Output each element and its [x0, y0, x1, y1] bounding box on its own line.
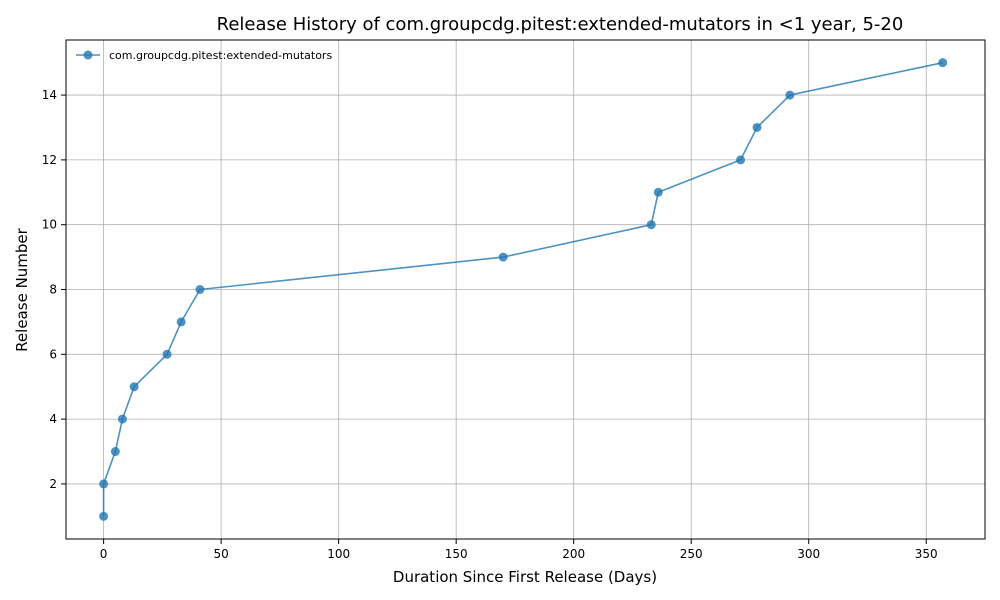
data-point: [498, 252, 508, 262]
x-axis: 0 50 100 150 200 250 300 350: [100, 539, 938, 561]
y-tick-label: 8: [49, 283, 57, 297]
x-axis-label: Duration Since First Release (Days): [393, 568, 657, 586]
data-point: [99, 479, 109, 489]
y-tick-label: 6: [49, 347, 57, 361]
series-layer: [99, 58, 948, 521]
x-tick-label: 0: [100, 547, 108, 561]
data-point: [752, 122, 762, 132]
y-axis-label: Release Number: [13, 227, 31, 351]
x-tick-label: 200: [562, 547, 585, 561]
grid: [66, 40, 985, 539]
x-tick-label: 100: [327, 547, 350, 561]
x-tick-label: 300: [797, 547, 820, 561]
y-axis: 2 4 6 8 10 12 14: [42, 88, 66, 491]
data-point: [646, 220, 656, 230]
y-tick-label: 14: [42, 88, 57, 102]
chart-title: Release History of com.groupcdg.pitest:e…: [217, 14, 904, 35]
y-tick-label: 12: [42, 153, 57, 167]
x-tick-label: 250: [680, 547, 703, 561]
legend-label: com.groupcdg.pitest:extended-mutators: [109, 49, 332, 62]
y-tick-label: 4: [49, 412, 57, 426]
legend-marker: [83, 50, 93, 60]
data-point: [785, 90, 795, 100]
data-point: [653, 187, 663, 197]
data-point: [195, 285, 205, 294]
legend: com.groupcdg.pitest:extended-mutators: [76, 49, 332, 62]
data-point: [938, 58, 948, 68]
data-point: [736, 155, 746, 165]
data-point: [117, 414, 127, 424]
data-point: [162, 349, 172, 359]
x-tick-label: 350: [915, 547, 938, 561]
data-point: [176, 317, 186, 327]
y-tick-label: 10: [42, 218, 57, 232]
data-point: [110, 447, 120, 457]
data-point: [99, 511, 109, 521]
x-tick-label: 50: [213, 547, 228, 561]
y-tick-label: 2: [49, 477, 57, 491]
x-tick-label: 150: [445, 547, 468, 561]
data-point: [129, 382, 139, 392]
